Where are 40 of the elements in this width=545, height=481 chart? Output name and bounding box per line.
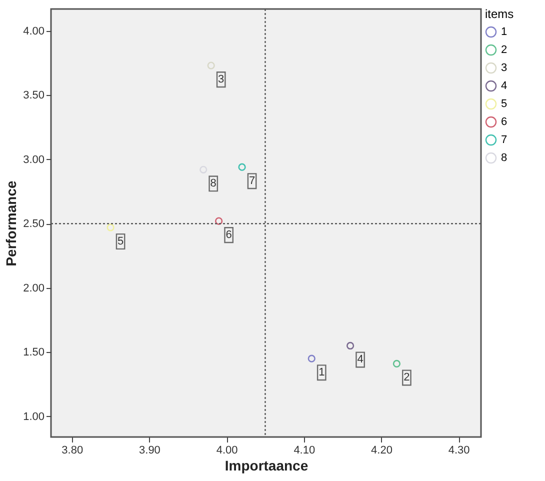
point bbox=[106, 224, 114, 232]
point bbox=[200, 166, 208, 174]
legend-label: 7 bbox=[501, 134, 508, 146]
x-tick-label: 4.20 bbox=[371, 444, 392, 456]
y-tick-label: 1.50 bbox=[23, 346, 44, 359]
x-axis-title: Importaance bbox=[224, 458, 308, 474]
point bbox=[207, 62, 215, 70]
text: 5 bbox=[117, 236, 124, 248]
x-tick-label: 3.90 bbox=[139, 444, 160, 456]
legend-label: 5 bbox=[501, 98, 508, 110]
legend-label: 1 bbox=[501, 26, 508, 38]
point bbox=[392, 360, 401, 368]
text: 4 bbox=[357, 354, 364, 366]
text: 7 bbox=[248, 175, 256, 188]
text: 3 bbox=[218, 74, 224, 86]
x-tick-label: 4.30 bbox=[448, 444, 470, 456]
y-tick-label: 3.50 bbox=[23, 90, 44, 102]
y-axis-title: Performance bbox=[3, 180, 20, 266]
y-tick-label: 3.00 bbox=[23, 154, 44, 166]
legend-label: 3 bbox=[501, 62, 508, 74]
legend-title: items bbox=[485, 7, 514, 21]
text: 6 bbox=[226, 229, 232, 242]
legend-label: 8 bbox=[501, 152, 508, 164]
y-tick-label: 1.00 bbox=[23, 410, 44, 423]
x-tick-label: 3.80 bbox=[62, 444, 84, 456]
text: 2 bbox=[404, 372, 410, 384]
text: 1 bbox=[318, 366, 325, 379]
legend-label: 6 bbox=[501, 116, 508, 128]
point bbox=[215, 217, 223, 225]
x-tick-label: 4.00 bbox=[216, 444, 238, 456]
point bbox=[238, 163, 246, 171]
text: 8 bbox=[210, 178, 216, 190]
point bbox=[346, 342, 354, 350]
y-tick-label: 2.50 bbox=[23, 218, 44, 230]
legend-label: 4 bbox=[501, 80, 508, 92]
point bbox=[308, 354, 316, 362]
y-tick-label: 4.00 bbox=[23, 25, 44, 38]
y-tick-label: 2.00 bbox=[23, 282, 44, 294]
x-tick-label: 4.10 bbox=[294, 444, 316, 456]
legend-label: 2 bbox=[501, 44, 508, 56]
